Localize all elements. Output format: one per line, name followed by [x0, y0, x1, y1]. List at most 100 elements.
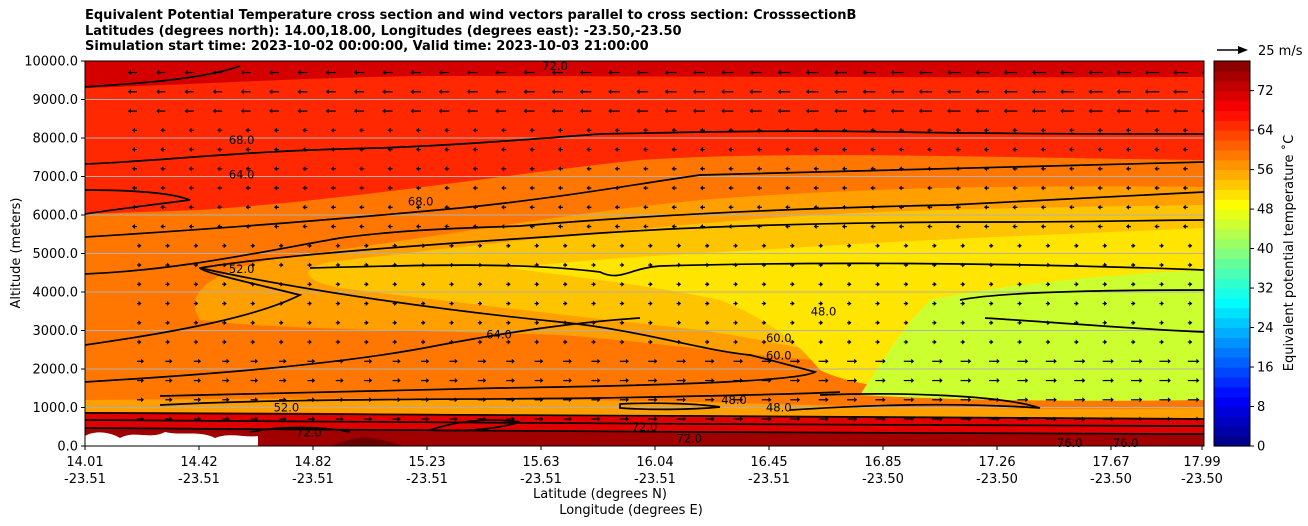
wind-vector-head: [586, 147, 590, 153]
wind-vector-head: [245, 166, 249, 172]
contour-label: 72.0: [632, 420, 658, 434]
wind-vector-head: [1139, 397, 1143, 403]
wind-vector-head: [649, 320, 653, 326]
wind-vector-head: [387, 204, 391, 210]
wind-vector-head: [1196, 397, 1200, 403]
wind-vector-head: [1182, 166, 1186, 172]
wind-vector-head: [962, 281, 966, 287]
wind-vector-head: [763, 243, 767, 249]
wind-vector-head: [621, 262, 625, 268]
wind-vector-head: [791, 339, 795, 345]
wind-vector-head: [749, 89, 753, 95]
wind-vector-head: [479, 243, 483, 249]
wind-vector-head: [1003, 70, 1007, 76]
wind-vector-head: [682, 397, 686, 403]
wind-vector-head: [756, 204, 760, 210]
wind-vector-head: [975, 70, 979, 76]
wind-vector-head: [649, 262, 653, 268]
wind-vector-head: [1075, 281, 1079, 287]
wind-vector-head: [933, 339, 937, 345]
chart-title-line-1: Equivalent Potential Temperature cross s…: [85, 8, 857, 23]
wind-vector-head: [226, 378, 230, 384]
x-tick-label-lon: -23.50: [976, 472, 1018, 487]
contour-label: 48.0: [766, 401, 792, 415]
wind-vector-head: [777, 108, 781, 114]
wind-vector-head: [955, 185, 959, 191]
colorbar-segment: [1214, 248, 1250, 260]
wind-vector-head: [1154, 127, 1158, 133]
contour-label: 52.0: [274, 401, 300, 415]
colorbar-segment: [1214, 258, 1250, 269]
wind-vector-head: [1097, 166, 1101, 172]
wind-vector-head: [450, 281, 454, 287]
wind-vector-head: [416, 185, 419, 191]
wind-vector-head: [280, 243, 284, 249]
wind-vector-head: [297, 108, 301, 114]
wind-vector-head: [241, 89, 244, 95]
wind-vector-head: [614, 147, 618, 153]
wind-vector-head: [1160, 339, 1164, 345]
contour-label: 64.0: [229, 168, 255, 182]
wind-vector-head: [507, 320, 511, 326]
wind-vector-head: [625, 397, 629, 403]
y-tick-label: 5000.0: [33, 247, 79, 262]
wind-vector-head: [501, 204, 505, 210]
wind-vector-head: [643, 166, 647, 172]
wind-vector-head: [876, 339, 880, 345]
wind-vector-head: [302, 127, 306, 133]
wind-vector-head: [711, 416, 715, 422]
colorbar-segment: [1214, 120, 1250, 131]
wind-vector-head: [834, 108, 838, 114]
wind-vector-head: [905, 339, 909, 345]
x-tick-label-lon: -23.51: [634, 472, 676, 487]
wind-vector-head: [842, 147, 845, 153]
wind-vector-head: [749, 70, 753, 76]
wind-vector-head: [1132, 243, 1136, 249]
wind-vector-head: [1032, 108, 1035, 114]
wind-vector-head: [138, 262, 142, 268]
wind-vector-head: [283, 378, 287, 384]
wind-vector-head: [1069, 224, 1073, 230]
wind-vector-head: [734, 281, 738, 287]
wind-vector-head: [1201, 70, 1204, 75]
wind-vector-head: [141, 358, 144, 364]
wind-vector-head: [160, 147, 164, 153]
contour-label: 48.0: [811, 304, 837, 318]
wind-vector-head: [990, 243, 994, 249]
wind-vector-head: [217, 147, 221, 153]
wind-vector-head: [312, 416, 316, 422]
x-axis-label-lon: Longitude (degrees E): [559, 503, 703, 518]
wind-vector-head: [444, 224, 448, 230]
wind-vector-head: [325, 108, 329, 114]
wind-vector-head: [933, 320, 937, 326]
wind-vector-head: [911, 397, 915, 403]
colorbar-segment: [1214, 149, 1250, 161]
wind-vector-head: [160, 204, 164, 210]
y-tick-label: 9000.0: [33, 93, 79, 108]
wind-vector-head: [479, 301, 483, 307]
wind-vector-head: [1160, 320, 1164, 326]
wind-vector-head: [141, 378, 144, 384]
wind-vector-head: [834, 89, 838, 95]
wind-vector-head: [768, 397, 772, 403]
wind-vector-head: [870, 224, 874, 230]
contour-surface-4: [429, 419, 521, 432]
wind-vector-head: [1060, 70, 1064, 76]
wind-vector-head: [536, 281, 540, 287]
wind-vector-head: [905, 301, 909, 307]
wind-vector-head: [1104, 320, 1108, 326]
wind-vector-head: [156, 108, 160, 114]
wind-vector-head: [797, 416, 801, 422]
wind-vector-head: [529, 147, 533, 153]
wind-vector-head: [297, 70, 301, 76]
wind-vector-head: [806, 70, 809, 76]
wind-vector-head: [1160, 281, 1164, 287]
wind-vector-head: [1025, 378, 1029, 384]
wind-vector-head: [962, 243, 966, 249]
x-axis-label-lat: Latitude (degrees N): [533, 487, 667, 502]
wind-vector-head: [1182, 224, 1186, 230]
wind-vector-head: [529, 204, 533, 210]
wind-vector-head: [586, 127, 590, 133]
contour-labels: 72.0 68.0 68.0 64.0 52.0 64.0 60.0 60.0 48.0 48.0…: [229, 59, 1139, 450]
wind-vector-head: [813, 166, 817, 172]
